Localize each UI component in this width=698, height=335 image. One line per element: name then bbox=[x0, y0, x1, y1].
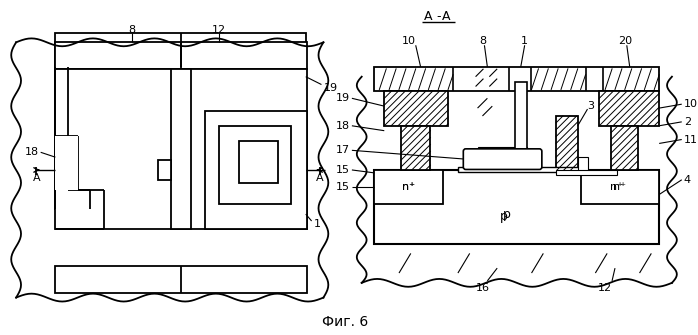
Text: 8: 8 bbox=[479, 36, 486, 46]
Text: 2: 2 bbox=[684, 117, 691, 127]
Text: 15: 15 bbox=[336, 182, 350, 192]
Bar bbox=[55, 69, 306, 229]
Bar bbox=[515, 82, 526, 151]
Text: 12: 12 bbox=[212, 24, 226, 35]
Text: 18: 18 bbox=[336, 121, 350, 131]
Bar bbox=[55, 34, 306, 67]
Text: 11: 11 bbox=[684, 135, 698, 144]
Bar bbox=[385, 91, 448, 126]
Text: 10: 10 bbox=[402, 36, 416, 46]
Bar bbox=[581, 170, 659, 204]
Text: 1: 1 bbox=[521, 36, 528, 46]
Bar bbox=[374, 170, 443, 204]
Text: A: A bbox=[315, 173, 323, 183]
Bar bbox=[55, 266, 306, 293]
Bar bbox=[171, 69, 191, 229]
Bar bbox=[219, 126, 291, 204]
Text: 3: 3 bbox=[588, 101, 595, 111]
Text: 10: 10 bbox=[684, 99, 698, 109]
Bar bbox=[239, 141, 279, 183]
Bar bbox=[374, 67, 659, 91]
Text: 19: 19 bbox=[336, 93, 350, 103]
Text: A: A bbox=[442, 10, 450, 23]
Text: 15: 15 bbox=[336, 165, 350, 175]
Text: n⁺: n⁺ bbox=[402, 182, 415, 192]
Bar bbox=[68, 86, 90, 190]
Bar bbox=[556, 116, 578, 170]
Text: 17: 17 bbox=[336, 145, 350, 155]
Bar bbox=[374, 170, 659, 244]
Bar bbox=[205, 111, 306, 229]
Text: p: p bbox=[503, 208, 511, 221]
Text: Фиг. 6: Фиг. 6 bbox=[322, 315, 368, 329]
Bar bbox=[458, 167, 581, 172]
Text: n⁺: n⁺ bbox=[611, 182, 623, 192]
Bar bbox=[55, 67, 306, 209]
Text: n⁺: n⁺ bbox=[614, 182, 626, 192]
Bar bbox=[600, 91, 659, 126]
Bar bbox=[401, 126, 431, 170]
Bar bbox=[55, 42, 306, 69]
Text: 16: 16 bbox=[475, 283, 489, 293]
Text: 1: 1 bbox=[313, 219, 320, 229]
Text: 8: 8 bbox=[128, 24, 135, 35]
Text: -: - bbox=[436, 10, 440, 23]
Text: A: A bbox=[33, 173, 40, 183]
Text: 18: 18 bbox=[24, 147, 38, 157]
Bar bbox=[611, 126, 637, 170]
FancyBboxPatch shape bbox=[463, 149, 542, 170]
Bar bbox=[477, 147, 526, 151]
Bar bbox=[158, 160, 171, 180]
Bar bbox=[556, 170, 617, 175]
Text: A: A bbox=[424, 10, 433, 23]
Text: 20: 20 bbox=[618, 36, 632, 46]
Text: 19: 19 bbox=[323, 83, 338, 93]
Text: 12: 12 bbox=[598, 283, 612, 293]
Bar bbox=[578, 157, 588, 172]
Text: p: p bbox=[500, 210, 508, 222]
Text: 4: 4 bbox=[684, 175, 691, 185]
Bar bbox=[55, 67, 90, 209]
Bar bbox=[55, 136, 78, 190]
Text: n⁺: n⁺ bbox=[402, 182, 415, 192]
